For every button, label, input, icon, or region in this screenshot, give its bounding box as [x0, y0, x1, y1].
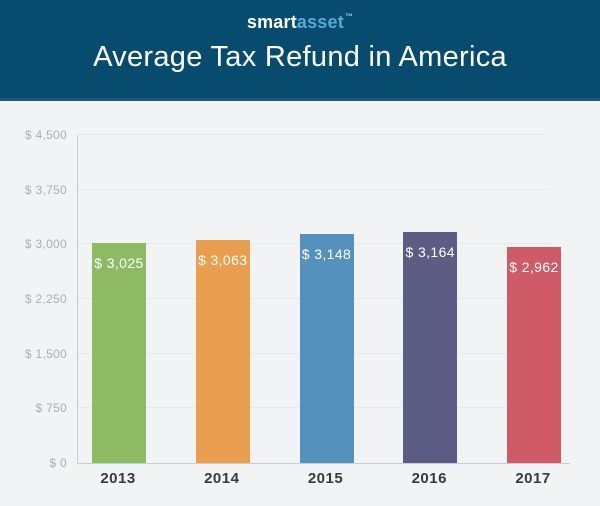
logo-text-asset: asset [296, 12, 344, 32]
y-axis-tick-label: $ 0 [49, 456, 67, 470]
bar-value-label: $ 3,025 [94, 254, 144, 271]
bars-container: $ 3,025 $ 3,063 $ 3,148 $ 3,164 $ 2,962 [78, 135, 570, 463]
x-axis-tick-label: 2014 [204, 470, 240, 487]
bar-value-label: $ 3,063 [197, 251, 248, 268]
y-axis: $ 0 $ 750 $ 1,500 $ 2,250 $ 3,000 $ 3,750 $ 4,… [0, 128, 67, 470]
page-title: Average Tax Refund in America [93, 40, 507, 73]
bar-2013: $ 3,025 [92, 242, 146, 463]
smartasset-logo: smartasset™ [0, 0, 600, 34]
bar-value-label: $ 3,148 [301, 245, 352, 262]
x-axis-tick-label: 2017 [515, 470, 551, 487]
header: smartasset™ Average Tax Refund in Americ… [0, 0, 600, 101]
x-axis-tick-label: 2015 [307, 470, 344, 487]
gridline [78, 134, 548, 135]
y-axis-tick-label: $ 3,000 [24, 237, 67, 252]
bar-2017: $ 2,962 [507, 247, 561, 463]
bar-2016: $ 3,164 [403, 232, 458, 463]
y-axis-tick-label: $ 3,750 [24, 182, 67, 197]
x-axis-tick-label: 2013 [100, 470, 136, 487]
plot-area: $ 3,025 $ 3,063 $ 3,148 $ 3,164 $ 2,962 [77, 134, 570, 464]
bar-2014: $ 3,063 [195, 239, 250, 463]
y-axis-tick-label: $ 2,250 [24, 292, 67, 306]
bar-value-label: $ 3,164 [405, 244, 455, 261]
x-axis-labels: 2013 2014 2015 2016 2017 [77, 470, 569, 492]
bar-value-label: $ 2,962 [509, 259, 559, 276]
y-axis-tick-label: $ 750 [35, 401, 67, 416]
bar-chart: $ 0 $ 750 $ 1,500 $ 2,250 $ 3,000 $ 3,750 $ 4,… [0, 101, 600, 506]
x-axis-tick-label: 2016 [411, 470, 447, 487]
y-axis-tick-label: $ 1,500 [24, 346, 67, 361]
trademark-symbol: ™ [344, 12, 354, 21]
bar-2015: $ 3,148 [299, 233, 354, 463]
gridline [78, 188, 548, 190]
y-axis-tick-label: $ 4,500 [24, 128, 67, 142]
logo-text-smart: smart [246, 12, 297, 32]
